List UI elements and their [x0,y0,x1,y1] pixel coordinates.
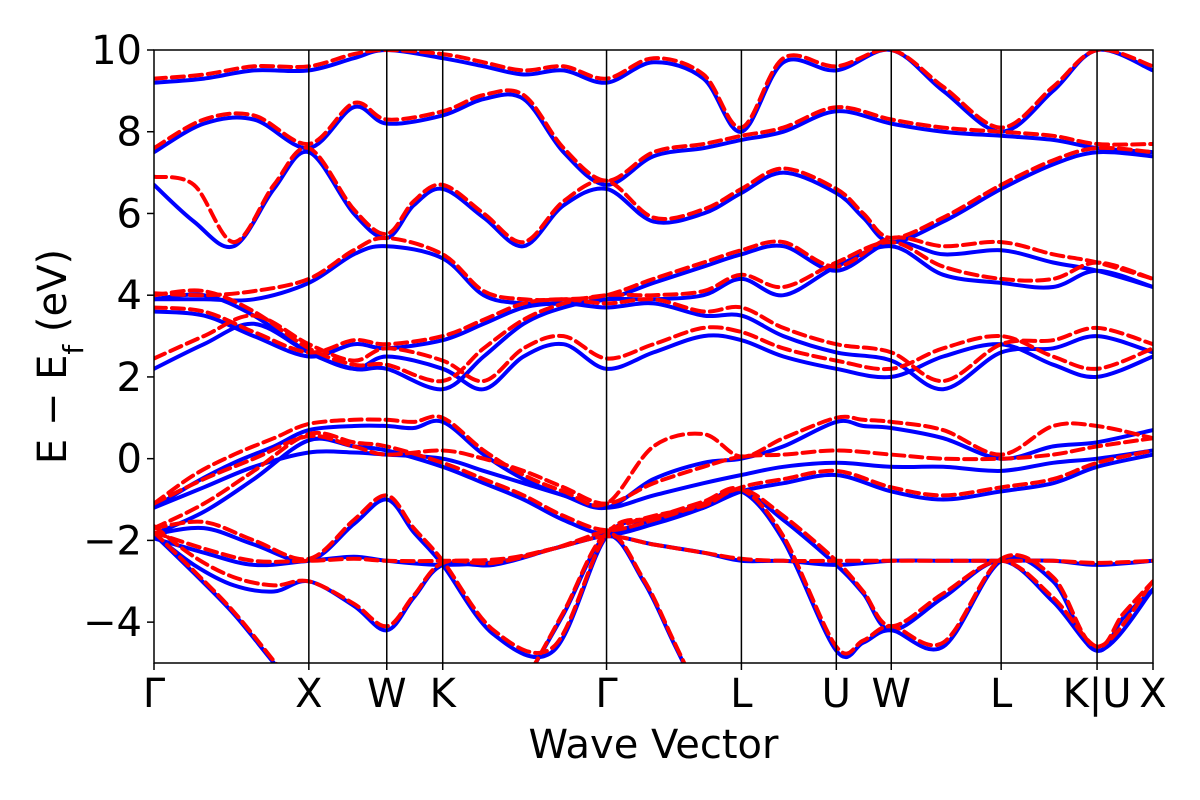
band-dashed-17 [154,240,1153,384]
x-tick-label-0: Γ [143,671,166,717]
x-tick-label-1: X [295,671,322,717]
x-tick-label-6: U [822,671,851,717]
band-solid-18 [154,239,1153,307]
band-dashed-21 [154,145,1153,245]
band-dashed-23 [154,88,1153,183]
band-solid-14 [154,301,1153,392]
band-solid-16 [154,244,1153,392]
y-tick-label-3: 2 [117,355,142,401]
x-axis-label: Wave Vector [529,722,780,768]
y-axis-label-sub: f [57,344,90,355]
band-solid-26 [154,532,277,663]
x-tick-label-4: Γ [595,671,618,717]
band-solid-20 [154,149,1153,250]
band-solid-24 [154,50,1153,134]
band-dashed-19 [154,235,1153,303]
y-ticks: −4 −2 0 2 4 6 8 10 [83,28,154,646]
y-tick-label-5: 6 [117,191,142,237]
band-lines [154,50,1153,663]
band-dashed-13 [154,313,1153,384]
y-axis-label-main: E − E [30,355,76,465]
band-solid-8 [154,448,1153,510]
band-dashed-27 [154,530,279,663]
x-tick-label-3: K [430,671,458,717]
y-tick-label-2: 0 [117,437,142,483]
y-tick-label-4: 4 [117,273,142,319]
band-dashed-25 [154,50,1153,130]
y-axis-label: E − Ef (eV) [30,249,90,464]
band-solid-22 [154,92,1153,187]
x-tick-label-8: L [990,671,1013,717]
plot-frame [153,49,1154,664]
x-tick-label-7: W [871,671,911,717]
high-symmetry-lines [308,50,1098,663]
x-tick-label-10: X [1139,671,1166,717]
band-dashed-15 [154,297,1153,383]
y-axis-label-unit: (eV) [30,249,76,345]
x-tick-label-5: L [730,671,753,717]
y-tick-label-0: −4 [83,600,142,646]
y-tick-label-1: −2 [83,518,142,564]
y-tick-label-7: 10 [91,28,142,74]
band-dashed-3 [154,487,1153,649]
x-ticks: Γ X W K Γ L U W L K|U X [143,663,1167,717]
x-tick-label-9: K|U [1063,671,1132,717]
band-dashed-11 [154,431,1153,533]
band-dashed-9 [154,433,1153,506]
x-tick-label-2: W [367,671,407,717]
band-dashed-5 [154,485,1153,656]
band-dashed-1 [154,530,1153,565]
y-tick-label-6: 8 [117,110,142,156]
